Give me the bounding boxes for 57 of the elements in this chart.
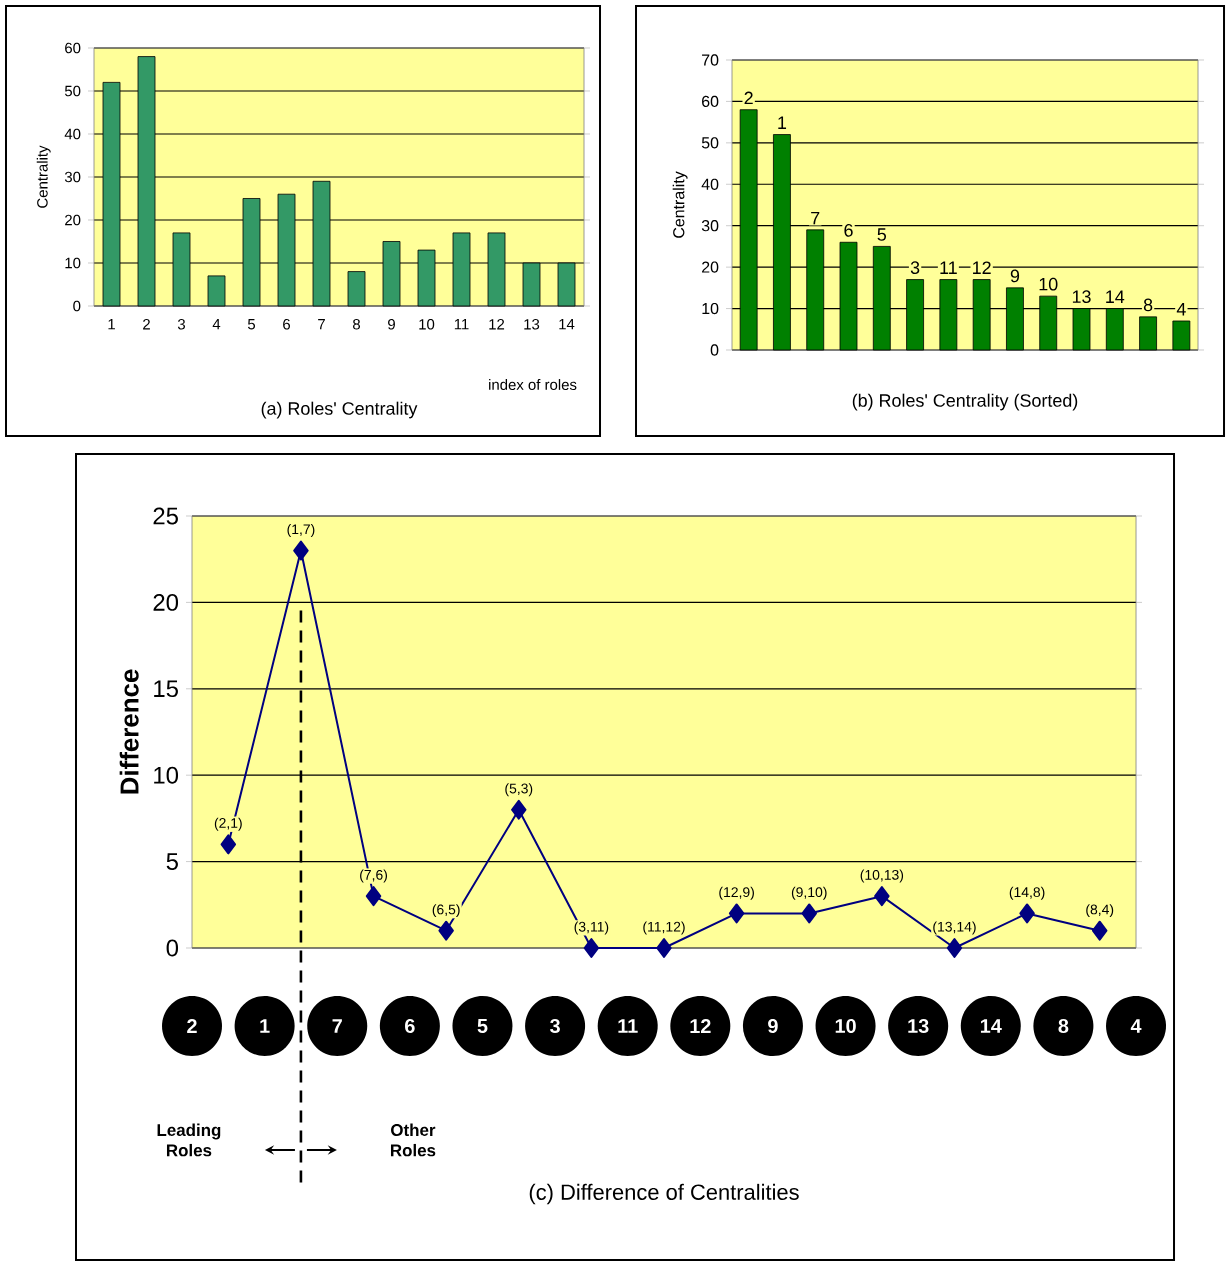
annotation: 11 (940, 261, 957, 274)
annotation: 8 (1143, 298, 1153, 312)
text: 12 (690, 1019, 711, 1033)
point (365, 886, 382, 907)
point (438, 920, 454, 941)
bar (207, 275, 226, 307)
text: 1 (260, 1019, 270, 1033)
point (874, 886, 890, 907)
bar (1172, 320, 1191, 351)
y-tick-label: 25 (153, 507, 178, 525)
point (656, 938, 672, 958)
text: 10 (835, 1018, 856, 1034)
annotation: 5 (877, 228, 887, 241)
text: 7 (332, 1019, 342, 1033)
point (220, 834, 237, 855)
point (728, 903, 745, 924)
annotation: 14 (1106, 290, 1125, 303)
text: 14 (980, 1019, 1002, 1033)
annotation: 12 (973, 261, 991, 274)
y-tick-label: 0 (166, 939, 179, 957)
y-tick-label: 10 (154, 766, 179, 784)
annotation: 1 (778, 116, 787, 129)
point (801, 903, 817, 924)
bar (347, 271, 366, 307)
y-tick-label: 20 (153, 593, 179, 611)
annotation: 4 (1176, 303, 1186, 316)
annotation: 3 (910, 261, 920, 274)
text: 2 (187, 1019, 197, 1033)
annotation: 2 (744, 91, 753, 105)
point (293, 540, 309, 561)
text: 4 (1130, 1019, 1142, 1033)
text: 11 (618, 1019, 638, 1033)
annotation: 10 (1039, 277, 1058, 291)
text: 5 (477, 1019, 488, 1033)
text: 9 (768, 1018, 778, 1034)
point (1019, 903, 1035, 924)
point (511, 799, 527, 820)
y-axis-title: Difference (119, 669, 139, 794)
text: (c) Difference of Centralities (529, 1183, 799, 1205)
text: 6 (405, 1018, 415, 1034)
point (1091, 920, 1108, 941)
y-tick-label: 5 (166, 853, 178, 870)
point (946, 938, 963, 958)
annotation: 7 (811, 211, 820, 225)
text: 3 (550, 1018, 560, 1034)
point (583, 938, 600, 958)
text: Other Roles (390, 1123, 436, 1157)
bar (1139, 316, 1157, 351)
text: Leading Roles (157, 1123, 221, 1157)
annotation: 9 (1010, 269, 1020, 283)
text: (a) Roles' Centrality (261, 401, 418, 419)
text: (b) Roles' Centrality (Sorted) (852, 393, 1078, 411)
annotation: 6 (844, 223, 853, 237)
annotation: 13 (1072, 290, 1091, 303)
y-tick-label: 15 (154, 680, 178, 698)
text: 13 (908, 1018, 929, 1034)
text: 8 (1058, 1018, 1069, 1034)
